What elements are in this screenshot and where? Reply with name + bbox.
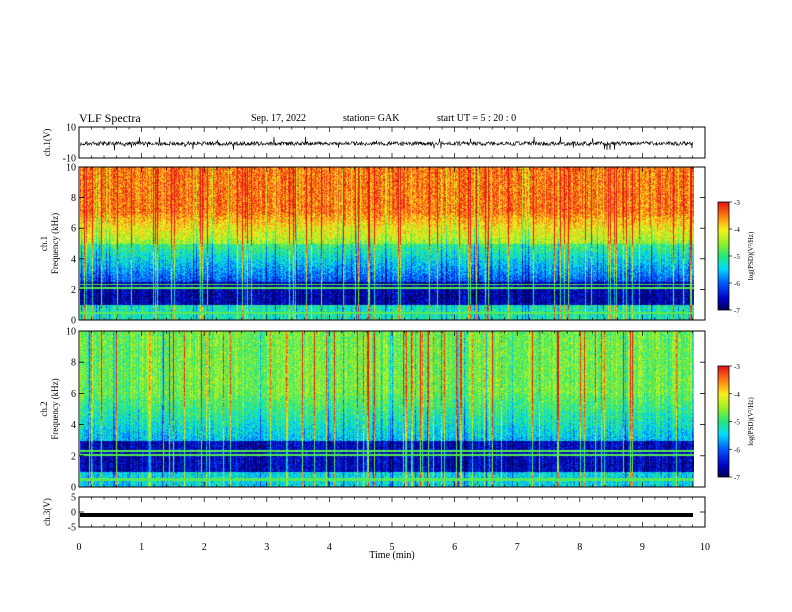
y-tick-label-2: 6: [71, 224, 76, 235]
start-time-label: start UT = 5 : 20 : 0: [437, 113, 517, 124]
x-tick-label: 7: [515, 542, 520, 553]
x-tick-label: 10: [700, 542, 710, 553]
y-tick-label-2: 8: [71, 193, 76, 204]
colorbar-2: [718, 202, 729, 310]
colorbar-3: [718, 366, 729, 477]
colorbar-tick-label: -5: [734, 419, 740, 427]
colorbar-label-2: log(PSD)(V²/Hz): [747, 231, 755, 280]
y-tick-label-3: 10: [66, 327, 76, 338]
y-tick-label-3: 0: [71, 483, 76, 494]
ch1-spectrogram-image: [80, 167, 694, 320]
ch1-waveform-trace: [79, 136, 694, 151]
colorbar-tick-label: -3: [734, 199, 740, 207]
x-tick-label: 9: [640, 542, 645, 553]
ch3-waveform-ylabel: ch.3(V): [42, 498, 52, 526]
colorbar-tick-label: -3: [734, 363, 740, 371]
ch1-waveform-ylabel: ch.1(V): [42, 129, 52, 157]
ch1-spectrogram-ylabel-1: ch.1: [39, 236, 49, 251]
x-tick-label: 5: [390, 542, 395, 553]
colorbar-tick-label: -6: [734, 446, 740, 454]
colorbar-tick-label: -4: [734, 226, 740, 234]
colorbar-tick-label: -7: [734, 474, 740, 482]
y-tick-label-1: -10: [63, 154, 76, 165]
date-label: Sep. 17, 2022: [251, 113, 306, 124]
y-tick-label-4: -5: [68, 523, 76, 534]
y-tick-label-2: 0: [71, 316, 76, 327]
x-tick-label: 2: [202, 542, 207, 553]
station-label: station= GAK: [343, 113, 400, 124]
ch1-spectrogram-ylabel-2: Frequency (kHz): [50, 213, 60, 274]
ch2-spectrogram-image: [80, 331, 694, 487]
colorbar-tick-label: -5: [734, 253, 740, 261]
x-tick-label: 6: [452, 542, 457, 553]
y-tick-label-4: 5: [71, 493, 76, 504]
figure-title: VLF Spectra: [79, 111, 141, 125]
x-tick-label: 0: [77, 542, 82, 553]
y-tick-label-1: 10: [66, 123, 76, 134]
y-tick-label-2: 2: [71, 285, 76, 296]
y-tick-label-2: 10: [66, 163, 76, 174]
x-tick-label: 3: [264, 542, 269, 553]
x-tick-label: 8: [577, 542, 582, 553]
x-axis-title: Time (min): [369, 550, 414, 561]
y-tick-label-2: 4: [71, 254, 76, 265]
ch2-spectrogram-ylabel-1: ch.2: [39, 401, 49, 416]
y-tick-label-3: 6: [71, 389, 76, 400]
y-tick-label-3: 2: [71, 451, 76, 462]
y-tick-label-3: 4: [71, 420, 76, 431]
colorbar-label-3: log(PSD)(V²/Hz): [747, 397, 755, 446]
colorbar-tick-label: -7: [734, 307, 740, 315]
colorbar-tick-label: -6: [734, 280, 740, 288]
y-tick-label-4: 0: [71, 508, 76, 519]
y-tick-label-3: 8: [71, 358, 76, 369]
colorbar-tick-label: -4: [734, 391, 740, 399]
ch2-spectrogram-ylabel-2: Frequency (kHz): [50, 378, 60, 439]
x-tick-label: 4: [327, 542, 332, 553]
x-tick-label: 1: [139, 542, 144, 553]
